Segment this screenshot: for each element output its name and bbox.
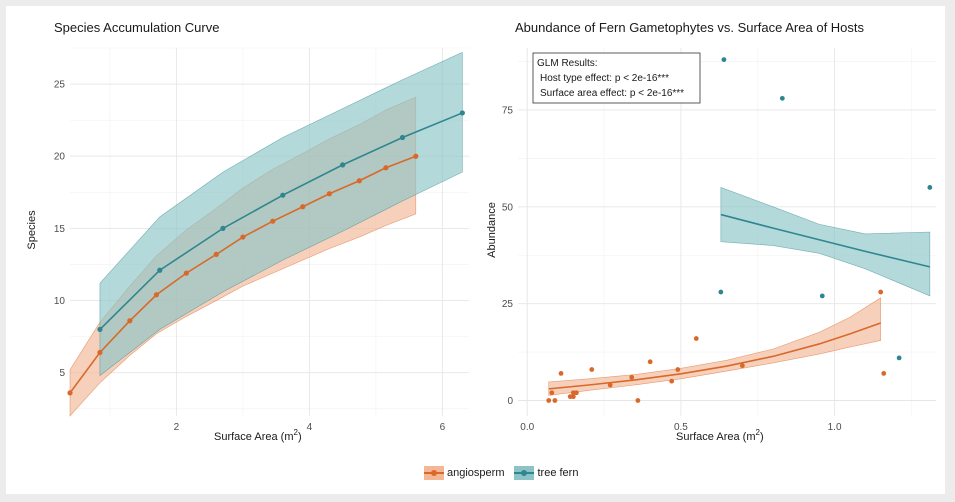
chart2-point-tree-fern (927, 185, 933, 190)
chart1-point-tree-fern (97, 326, 103, 333)
chart1-point-tree-fern (220, 225, 226, 231)
chart2-y-tick-label: 25 (502, 299, 514, 310)
annotation-line: Host type effect: p < 2e-16*** (540, 73, 669, 84)
chart1-x-tick-label: 6 (440, 422, 446, 433)
chart2-point-angiosperm (669, 378, 675, 384)
charts-canvas: Species Accumulation Curve 2 4 6510152025 … (26, 20, 936, 443)
chart1-y-tick-label: 20 (54, 152, 66, 163)
chart1-point-angiosperm (240, 234, 246, 240)
chart2-point-angiosperm (558, 370, 564, 376)
chart1-point-tree-fern (157, 267, 163, 273)
chart1-point-angiosperm (270, 218, 276, 224)
annotation-box (532, 52, 701, 104)
chart2-x-tick-label: 0.5 (674, 422, 688, 433)
chart1-y-tick-label: 15 (54, 224, 66, 235)
chart2-points (546, 57, 933, 403)
chart1-tick-labels: 2 4 6 5 10 15 20 25 (54, 80, 446, 433)
fern-abundance-chart: Abundance of Fern Gametophytes vs. Surfa… (486, 20, 936, 443)
species-accumulation-chart: Species Accumulation Curve 2 4 6510152025 … (26, 20, 469, 443)
chart2-point-angiosperm (629, 374, 635, 380)
annotation-line: Surface area effect: p < 2e-16*** (540, 88, 684, 99)
chart1-ribbon-tree-fern (99, 51, 463, 377)
chart1-point-angiosperm (326, 191, 332, 197)
chart2-point-tree-fern (721, 57, 727, 63)
chart1-y-tick-label: 10 (54, 296, 66, 307)
legend-label: angiosperm (447, 467, 505, 479)
chart1-y-axis-label: Species (26, 210, 38, 250)
chart1-point-angiosperm (300, 204, 306, 210)
chart1-x-tick-label: 2 (174, 422, 180, 433)
glm-results-annotation: GLM Results: Host type effect: p < 2e-16… (532, 52, 701, 104)
chart2-point-angiosperm (739, 363, 745, 369)
chart1-y-tick-label: 5 (59, 368, 65, 379)
chart2-fit-line-angiosperm (548, 322, 881, 390)
chart2-tick-labels: 0.0 0.5 1.0 0 25 50 75 (502, 105, 842, 433)
chart1-x-axis-label: Surface Area (m2) (214, 428, 302, 443)
chart2-point-tree-fern (779, 95, 785, 101)
chart2-fit-lines (548, 213, 931, 390)
chart2-x-axis-label: Surface Area (m2) (676, 428, 764, 443)
chart2-point-angiosperm (552, 398, 558, 403)
chart2-x-tick-label: 0.0 (520, 422, 534, 433)
chart2-y-axis-label: Abundance (486, 202, 498, 258)
chart2-point-angiosperm (589, 367, 595, 372)
chart2-point-tree-fern (819, 293, 825, 299)
chart2-point-angiosperm (647, 359, 653, 365)
chart2-point-angiosperm (635, 398, 641, 403)
chart2-point-angiosperm (573, 390, 579, 396)
chart1-point-angiosperm (127, 318, 133, 324)
legend-label: tree fern (537, 467, 579, 479)
chart2-point-tree-fern (896, 355, 902, 361)
chart2-point-angiosperm (607, 382, 613, 388)
chart1-point-tree-fern (280, 192, 286, 198)
chart2-point-tree-fern (718, 289, 724, 295)
chart1-title: Species Accumulation Curve (54, 20, 219, 35)
chart1-point-angiosperm (213, 251, 219, 257)
chart2-y-tick-label: 75 (502, 105, 514, 116)
chart2-title: Abundance of Fern Gametophytes vs. Surfa… (515, 20, 865, 35)
chart1-point-tree-fern (459, 110, 465, 116)
chart2-point-angiosperm (549, 390, 555, 396)
chart2-point-angiosperm (546, 398, 552, 403)
chart1-points (67, 110, 465, 396)
chart2-point-angiosperm (570, 394, 576, 400)
chart2-point-angiosperm (675, 367, 681, 372)
chart1-point-angiosperm (97, 349, 103, 356)
chart1-ribbons (69, 51, 463, 417)
annotation-line: GLM Results: (537, 58, 598, 69)
chart1-point-angiosperm (183, 270, 189, 276)
chart1-point-angiosperm (356, 178, 362, 184)
legend-key-angiosperm (424, 466, 444, 480)
chart1-point-tree-fern (340, 162, 346, 168)
chart1-y-tick-label: 25 (54, 80, 66, 91)
chart2-x-tick-label: 1.0 (828, 422, 842, 433)
chart2-ci-ribbon-angiosperm (548, 297, 881, 396)
legend-key-tree-fern (514, 466, 535, 480)
chart1-point-angiosperm (67, 390, 73, 396)
figure-frame: Species Accumulation Curve 2 4 6 5 10 15 20 25 … (6, 6, 945, 494)
legend-item-tree-fern: tree fern (514, 466, 578, 480)
chart2-fit-line-tree-fern (720, 213, 931, 268)
chart2-point-angiosperm (693, 336, 699, 341)
chart2-point-angiosperm (878, 289, 884, 295)
chart2-y-tick-label: 50 (502, 202, 514, 213)
chart1-point-tree-fern (399, 134, 406, 141)
chart2-y-tick-label: 0 (507, 396, 513, 407)
legend: angiosperm tree fern (424, 466, 578, 480)
chart1-point-angiosperm (153, 292, 160, 298)
chart1-point-angiosperm (413, 153, 419, 159)
chart1-point-angiosperm (383, 165, 389, 171)
chart1-x-tick-label: 4 (307, 422, 313, 433)
chart2-point-angiosperm (881, 370, 887, 376)
legend-item-angiosperm: angiosperm (424, 466, 504, 480)
